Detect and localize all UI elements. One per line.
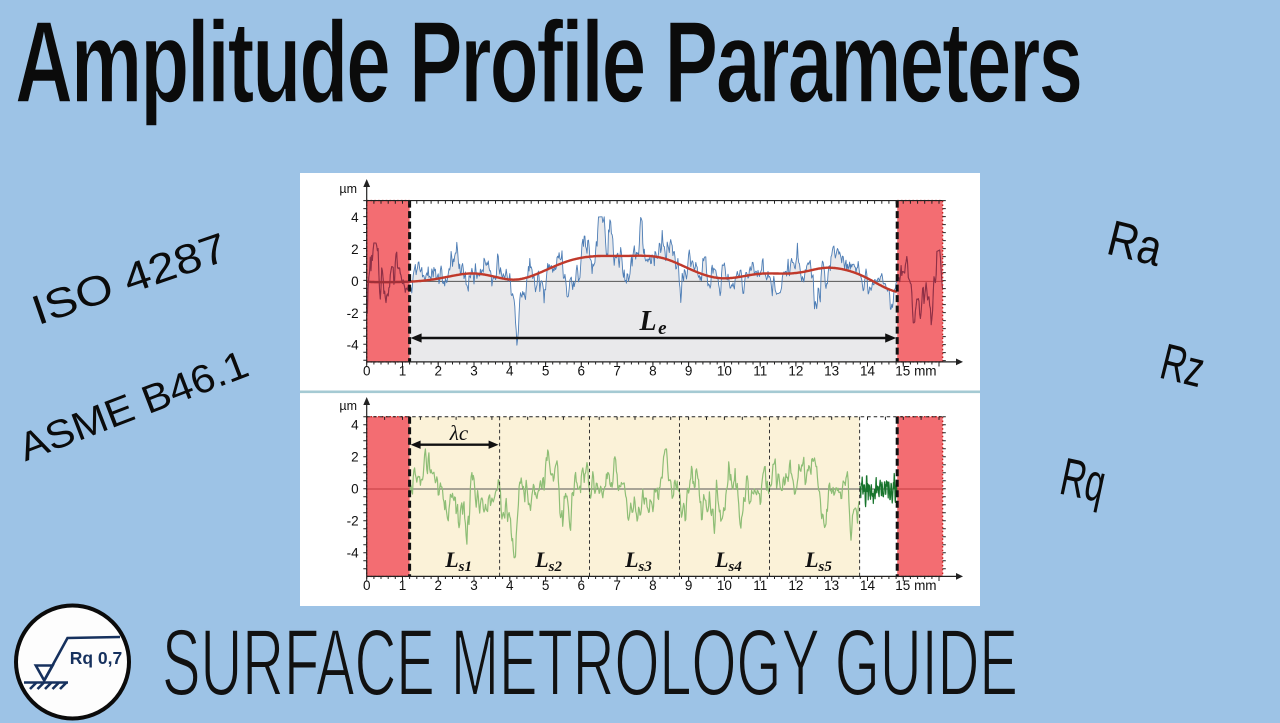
svg-text:Ls4: Ls4 <box>714 547 742 575</box>
svg-text:5: 5 <box>542 578 550 593</box>
svg-text:0: 0 <box>351 482 359 497</box>
svg-text:-2: -2 <box>347 514 359 529</box>
svg-text:µm: µm <box>339 182 357 196</box>
svg-text:13: 13 <box>824 578 839 593</box>
svg-text:9: 9 <box>685 364 693 379</box>
svg-text:2: 2 <box>434 364 442 379</box>
svg-text:4: 4 <box>506 578 514 593</box>
svg-text:2: 2 <box>434 578 442 593</box>
svg-text:0: 0 <box>363 364 371 379</box>
svg-text:14: 14 <box>860 578 876 593</box>
svg-text:-4: -4 <box>347 546 359 561</box>
svg-text:2: 2 <box>351 450 359 465</box>
svg-text:15 mm: 15 mm <box>895 578 936 593</box>
svg-text:3: 3 <box>470 364 478 379</box>
svg-text:15 mm: 15 mm <box>895 364 936 379</box>
svg-text:Ls1: Ls1 <box>444 547 472 575</box>
svg-text:λc: λc <box>449 421 469 445</box>
svg-text:0: 0 <box>363 578 371 593</box>
svg-text:4: 4 <box>351 210 359 225</box>
svg-text:7: 7 <box>613 364 621 379</box>
svg-text:12: 12 <box>788 364 803 379</box>
svg-text:7: 7 <box>613 578 621 593</box>
svg-text:1: 1 <box>399 364 407 379</box>
svg-text:14: 14 <box>860 364 876 379</box>
svg-text:1: 1 <box>399 578 407 593</box>
svg-text:6: 6 <box>578 578 586 593</box>
svg-text:6: 6 <box>578 364 586 379</box>
svg-text:µm: µm <box>339 399 357 413</box>
svg-text:11: 11 <box>753 578 767 593</box>
svg-text:4: 4 <box>351 418 359 433</box>
svg-text:8: 8 <box>649 578 657 593</box>
svg-text:10: 10 <box>717 364 732 379</box>
svg-text:5: 5 <box>542 364 550 379</box>
svg-text:11: 11 <box>753 364 767 379</box>
svg-text:3: 3 <box>470 578 478 593</box>
svg-text:0: 0 <box>351 274 359 289</box>
svg-text:13: 13 <box>824 364 839 379</box>
svg-text:2: 2 <box>351 242 359 257</box>
svg-text:4: 4 <box>506 364 514 379</box>
svg-text:-4: -4 <box>347 338 359 353</box>
svg-text:-2: -2 <box>347 306 359 321</box>
svg-text:9: 9 <box>685 578 693 593</box>
svg-text:12: 12 <box>788 578 803 593</box>
svg-text:Rq 0,7: Rq 0,7 <box>70 648 123 668</box>
svg-text:8: 8 <box>649 364 657 379</box>
svg-text:10: 10 <box>717 578 732 593</box>
